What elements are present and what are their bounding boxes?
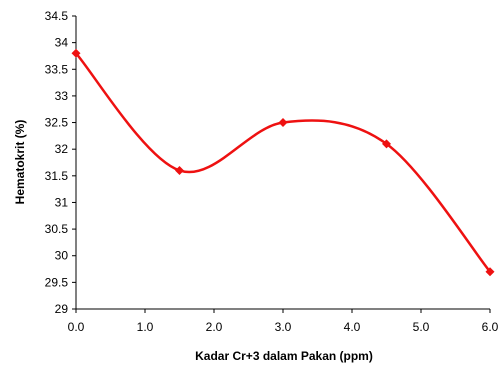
y-tick-label: 34 [55,36,69,50]
y-tick-label: 31 [55,195,69,209]
y-tick-label: 30 [55,249,69,263]
data-point-marker [71,48,81,58]
y-ticks: 29 29.5 30 30.5 31 31.5 32 32.5 33 33.5 34 34.5 [45,9,76,316]
y-tick-label: 32 [55,142,69,156]
series-line [74,52,492,273]
plot-area [71,48,495,277]
y-tick-label: 31.5 [45,169,69,183]
y-tick-label: 29 [55,302,69,316]
y-axis-title: Hematokrit (%) [13,120,27,205]
x-tick-label: 5.0 [413,320,430,334]
y-tick-label: 30.5 [45,222,69,236]
y-tick-label: 29.5 [45,275,69,289]
x-tick-label: 3.0 [275,320,292,334]
x-tick-label: 4.0 [344,320,361,334]
data-point-marker [485,267,495,277]
data-point-marker [382,139,391,149]
data-point-marker [175,165,184,175]
x-tick-label: 1.0 [137,320,154,334]
y-tick-label: 33 [55,89,69,103]
y-tick-label: 32.5 [45,116,69,130]
x-axis-title: Kadar Cr+3 dalam Pakan (ppm) [195,349,373,363]
y-tick-label: 34.5 [45,9,69,23]
x-ticks: 0.0 1.0 2.0 3.0 4.0 5.0 6.0 [68,309,499,334]
x-tick-label: 0.0 [68,320,85,334]
axes [75,16,490,310]
x-tick-label: 2.0 [206,320,223,334]
data-point-marker [278,118,288,128]
x-tick-label: 6.0 [482,320,499,334]
y-tick-label: 33.5 [45,62,69,76]
